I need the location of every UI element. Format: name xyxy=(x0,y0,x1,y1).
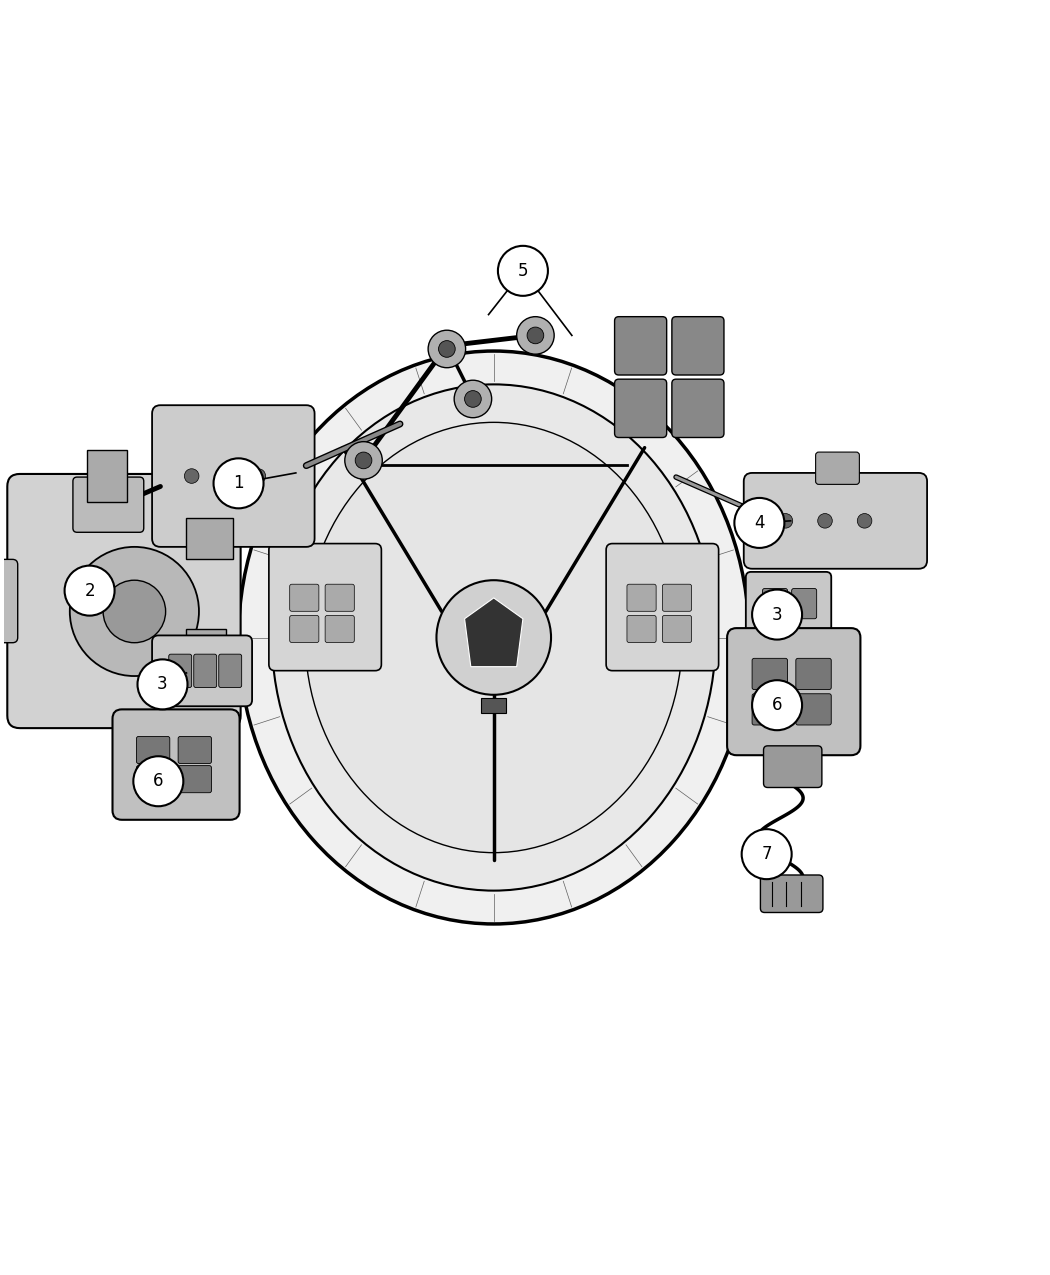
Circle shape xyxy=(185,469,198,483)
FancyBboxPatch shape xyxy=(627,584,656,611)
Circle shape xyxy=(355,453,372,469)
Circle shape xyxy=(213,458,264,509)
Circle shape xyxy=(65,566,114,616)
FancyBboxPatch shape xyxy=(169,654,192,687)
FancyBboxPatch shape xyxy=(663,584,692,611)
FancyBboxPatch shape xyxy=(627,616,656,643)
FancyBboxPatch shape xyxy=(727,629,860,755)
Text: 6: 6 xyxy=(153,773,164,790)
FancyBboxPatch shape xyxy=(796,694,832,725)
FancyBboxPatch shape xyxy=(746,572,832,636)
Circle shape xyxy=(818,514,833,528)
Circle shape xyxy=(752,680,802,731)
Circle shape xyxy=(741,829,792,880)
Ellipse shape xyxy=(272,384,716,891)
Text: 3: 3 xyxy=(772,606,782,623)
Ellipse shape xyxy=(238,351,749,924)
FancyBboxPatch shape xyxy=(218,654,242,687)
Circle shape xyxy=(437,580,551,695)
FancyBboxPatch shape xyxy=(752,658,788,690)
Ellipse shape xyxy=(306,422,682,853)
FancyBboxPatch shape xyxy=(187,629,226,669)
Circle shape xyxy=(734,499,784,548)
Text: 6: 6 xyxy=(772,696,782,714)
Circle shape xyxy=(217,469,232,483)
Circle shape xyxy=(439,340,456,357)
Text: 4: 4 xyxy=(754,514,764,532)
FancyBboxPatch shape xyxy=(743,473,927,569)
FancyBboxPatch shape xyxy=(187,518,233,560)
FancyBboxPatch shape xyxy=(136,765,170,793)
FancyBboxPatch shape xyxy=(152,405,315,547)
FancyBboxPatch shape xyxy=(481,697,506,713)
FancyBboxPatch shape xyxy=(178,765,211,793)
Circle shape xyxy=(778,514,793,528)
Circle shape xyxy=(455,380,491,418)
FancyBboxPatch shape xyxy=(269,543,381,671)
Text: 3: 3 xyxy=(158,676,168,694)
Text: 5: 5 xyxy=(518,261,528,279)
FancyBboxPatch shape xyxy=(752,694,788,725)
FancyBboxPatch shape xyxy=(796,658,832,690)
FancyBboxPatch shape xyxy=(178,737,211,764)
Text: 2: 2 xyxy=(84,581,94,599)
FancyBboxPatch shape xyxy=(762,589,788,618)
Circle shape xyxy=(103,580,166,643)
Text: 7: 7 xyxy=(761,845,772,863)
Circle shape xyxy=(517,316,554,354)
FancyBboxPatch shape xyxy=(792,589,817,618)
Circle shape xyxy=(428,330,465,367)
FancyBboxPatch shape xyxy=(663,616,692,643)
FancyBboxPatch shape xyxy=(816,453,859,484)
Text: 1: 1 xyxy=(233,474,244,492)
Circle shape xyxy=(752,589,802,640)
FancyBboxPatch shape xyxy=(112,709,239,820)
FancyBboxPatch shape xyxy=(760,875,823,913)
FancyBboxPatch shape xyxy=(152,635,252,706)
Circle shape xyxy=(133,756,184,806)
FancyBboxPatch shape xyxy=(87,450,127,502)
FancyBboxPatch shape xyxy=(672,316,723,375)
Polygon shape xyxy=(464,598,523,667)
FancyBboxPatch shape xyxy=(326,584,354,611)
Circle shape xyxy=(251,469,266,483)
Circle shape xyxy=(527,328,544,344)
FancyBboxPatch shape xyxy=(136,737,170,764)
FancyBboxPatch shape xyxy=(0,560,18,643)
Circle shape xyxy=(69,547,198,676)
Circle shape xyxy=(344,441,382,479)
Circle shape xyxy=(498,246,548,296)
FancyBboxPatch shape xyxy=(614,316,667,375)
FancyBboxPatch shape xyxy=(194,654,216,687)
FancyBboxPatch shape xyxy=(672,379,723,437)
FancyBboxPatch shape xyxy=(763,746,822,788)
FancyBboxPatch shape xyxy=(7,474,240,728)
FancyBboxPatch shape xyxy=(72,477,144,532)
Circle shape xyxy=(464,390,481,407)
Circle shape xyxy=(857,514,872,528)
FancyBboxPatch shape xyxy=(290,616,319,643)
FancyBboxPatch shape xyxy=(326,616,354,643)
FancyBboxPatch shape xyxy=(606,543,718,671)
FancyBboxPatch shape xyxy=(614,379,667,437)
FancyBboxPatch shape xyxy=(290,584,319,611)
Circle shape xyxy=(138,659,188,709)
